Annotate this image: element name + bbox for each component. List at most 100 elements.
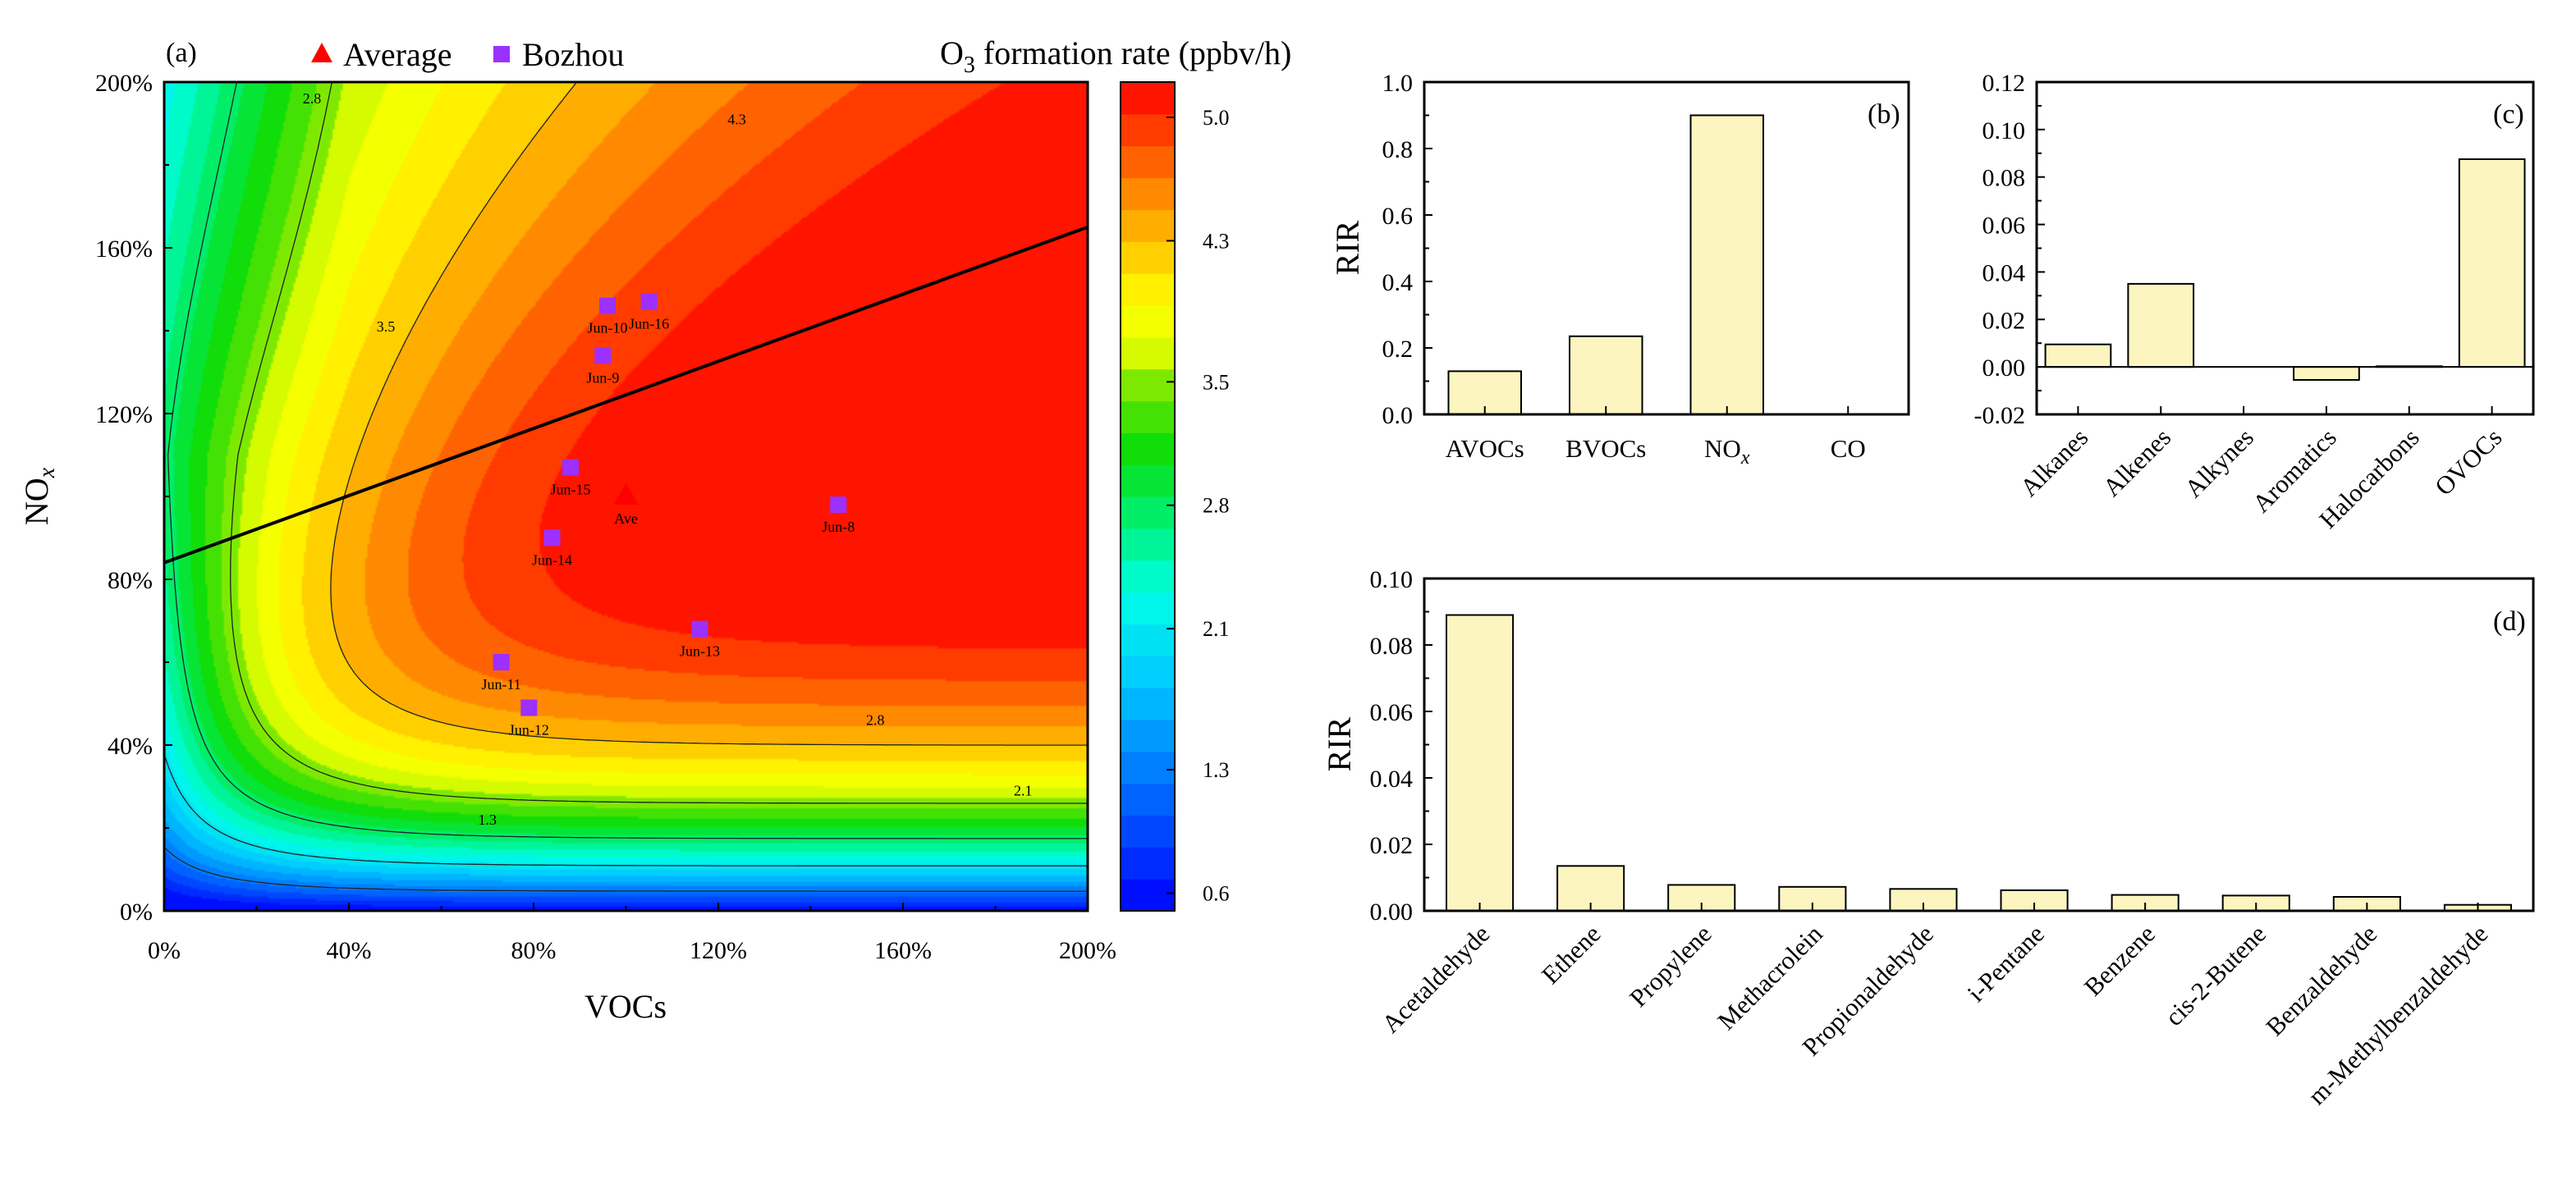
colorbar-step bbox=[1121, 815, 1175, 848]
panel-b: 0.0 0.2 0.4 0.6 0.8 1.0 AVOCs BVOCs NOx CO (b) RI… bbox=[1329, 70, 1910, 469]
x-tick-label: 40% bbox=[327, 937, 372, 964]
panel-d-y-label: RIR bbox=[1321, 716, 1358, 771]
y-tick-label: 0.00 bbox=[1370, 899, 1414, 926]
colorbar-tick-label: 1.3 bbox=[1203, 758, 1230, 782]
colorbar-step bbox=[1121, 145, 1175, 179]
category-label-Ethene: Ethene bbox=[1536, 919, 1607, 990]
point-label-Jun-15: Jun-15 bbox=[551, 482, 591, 498]
category-label-Alkynes: Alkynes bbox=[2179, 423, 2259, 503]
colorbar-ticks: 0.6 1.3 2.1 2.8 3.5 4.3 5.0 bbox=[1167, 106, 1230, 906]
y-tick-label: 0.00 bbox=[1982, 354, 2026, 382]
y-tick-label: 0.2 bbox=[1382, 336, 1414, 363]
contour-label: 2.8 bbox=[303, 90, 322, 107]
category-label-BVOCs: BVOCs bbox=[1565, 434, 1646, 463]
colorbar-step bbox=[1121, 496, 1175, 529]
bar-NO bbox=[1689, 114, 1764, 415]
y-tick-label: 0% bbox=[120, 899, 153, 926]
colorbar-step bbox=[1121, 879, 1175, 912]
legend-average-marker bbox=[311, 43, 332, 62]
site-marker-Jun-14 bbox=[543, 529, 561, 546]
point-label-Jun-14: Jun-14 bbox=[532, 552, 572, 569]
bar-Alkanes bbox=[2044, 343, 2112, 368]
colorbar-step bbox=[1121, 273, 1175, 306]
x-tick-label: 0% bbox=[148, 937, 181, 964]
y-tick-label: 0.02 bbox=[1370, 832, 1414, 859]
y-tick-label: 40% bbox=[108, 733, 153, 760]
y-tick-label: -0.02 bbox=[1974, 402, 2026, 429]
category-label-NO: NOx bbox=[1704, 434, 1750, 469]
panel-b-axes: 0.0 0.2 0.4 0.6 0.8 1.0 AVOCs BVOCs NOx CO bbox=[1382, 70, 1866, 469]
point-label-Ave: Ave bbox=[614, 510, 638, 527]
y-tick-label: 0.08 bbox=[1982, 165, 2026, 192]
colorbar-step bbox=[1121, 400, 1175, 433]
category-label-Alkanes: Alkanes bbox=[2015, 423, 2094, 502]
panel-d-bars bbox=[1446, 614, 2512, 912]
colorbar-tick-label: 4.3 bbox=[1203, 229, 1230, 253]
y-tick-label: 0.06 bbox=[1370, 699, 1414, 726]
colorbar-step bbox=[1121, 783, 1175, 816]
panel-c-axes: -0.02 0.00 0.02 0.04 0.06 0.08 0.10 0.12 Alkanes… bbox=[1974, 70, 2508, 534]
colorbar-step bbox=[1121, 241, 1175, 274]
panel-b-bars bbox=[1447, 114, 1764, 415]
panel-d-tag: (d) bbox=[2493, 606, 2526, 637]
category-label-Alkenes: Alkenes bbox=[2097, 423, 2177, 502]
colorbar-step bbox=[1121, 113, 1175, 147]
y-tick-label: 0.10 bbox=[1370, 566, 1414, 593]
bar-Alkenes bbox=[2127, 282, 2195, 368]
category-label-OVOCs: OVOCs bbox=[2429, 423, 2507, 501]
colorbar-steps bbox=[1121, 82, 1175, 912]
colorbar-step bbox=[1121, 209, 1175, 242]
point-label-Jun-11: Jun-11 bbox=[481, 676, 520, 693]
y-tick-label: 0.04 bbox=[1370, 766, 1414, 793]
panel-d-frame bbox=[1423, 577, 2535, 912]
y-axis-label: NOx bbox=[18, 467, 60, 525]
category-label-Benzaldehyde: Benzaldehyde bbox=[2260, 919, 2382, 1041]
colorbar-step bbox=[1121, 656, 1175, 688]
panel-d: 0.00 0.02 0.04 0.06 0.08 0.10 Acetaldehyde Ethe… bbox=[1321, 566, 2535, 1110]
bar-Aromatics bbox=[2293, 366, 2360, 382]
colorbar-step bbox=[1121, 82, 1175, 115]
legend-bozhou-label: Bozhou bbox=[522, 36, 624, 73]
category-sub: x bbox=[1740, 447, 1750, 469]
colorbar-frame bbox=[1120, 81, 1176, 912]
colorbar: 0.6 1.3 2.1 2.8 3.5 4.3 5.0 O3 formation rate … bbox=[940, 34, 1291, 912]
bar-BVOCs bbox=[1569, 335, 1643, 415]
colorbar-step bbox=[1121, 688, 1175, 720]
contour-label: 2.1 bbox=[1014, 783, 1033, 799]
contour-label: 2.8 bbox=[866, 712, 885, 729]
panel-c-tag: (c) bbox=[2493, 99, 2524, 130]
contour-lines bbox=[164, 82, 1088, 892]
y-tick-label: 0.02 bbox=[1982, 307, 2026, 334]
y-tick-label: 0.8 bbox=[1382, 136, 1414, 163]
legend-bozhou-marker bbox=[493, 46, 510, 62]
panel-b-tag: (b) bbox=[1868, 99, 1900, 130]
y-tick-label: 200% bbox=[95, 70, 153, 97]
site-marker-Jun-10 bbox=[599, 297, 616, 314]
contour-line-2.8 bbox=[167, 82, 1088, 839]
y-tick-label: 0.04 bbox=[1982, 259, 2026, 286]
colorbar-title-rest: formation rate (ppbv/h) bbox=[975, 34, 1291, 71]
colorbar-step bbox=[1121, 751, 1175, 784]
category-label-AVOCs: AVOCs bbox=[1446, 434, 1524, 463]
colorbar-step bbox=[1121, 464, 1175, 497]
category-label-i-Pentane: i-Pentane bbox=[1961, 919, 2050, 1008]
colorbar-step bbox=[1121, 592, 1175, 624]
contour-line-3.5 bbox=[230, 82, 1088, 804]
contour-label: 3.5 bbox=[377, 318, 396, 335]
contour-label: 4.3 bbox=[727, 111, 746, 127]
site-marker-Jun-11 bbox=[493, 654, 510, 670]
colorbar-step bbox=[1121, 177, 1175, 210]
category-label-Methacrolein: Methacrolein bbox=[1712, 919, 1828, 1036]
ridge-line bbox=[164, 225, 1088, 565]
y-axis-label-main: NO bbox=[18, 478, 55, 525]
y-tick-label: 120% bbox=[95, 401, 153, 428]
y-tick-label: 0.08 bbox=[1370, 633, 1414, 660]
x-tick-label: 120% bbox=[690, 937, 747, 964]
panel-c: -0.02 0.00 0.02 0.04 0.06 0.08 0.10 0.12 Alkanes… bbox=[1974, 70, 2535, 534]
x-tick-label: 80% bbox=[511, 937, 557, 964]
colorbar-step bbox=[1121, 304, 1175, 338]
y-tick-label: 0.10 bbox=[1982, 117, 2026, 144]
x-tick-label: 200% bbox=[1059, 937, 1116, 964]
colorbar-title: O3 formation rate (ppbv/h) bbox=[940, 34, 1291, 78]
colorbar-step bbox=[1121, 528, 1175, 561]
